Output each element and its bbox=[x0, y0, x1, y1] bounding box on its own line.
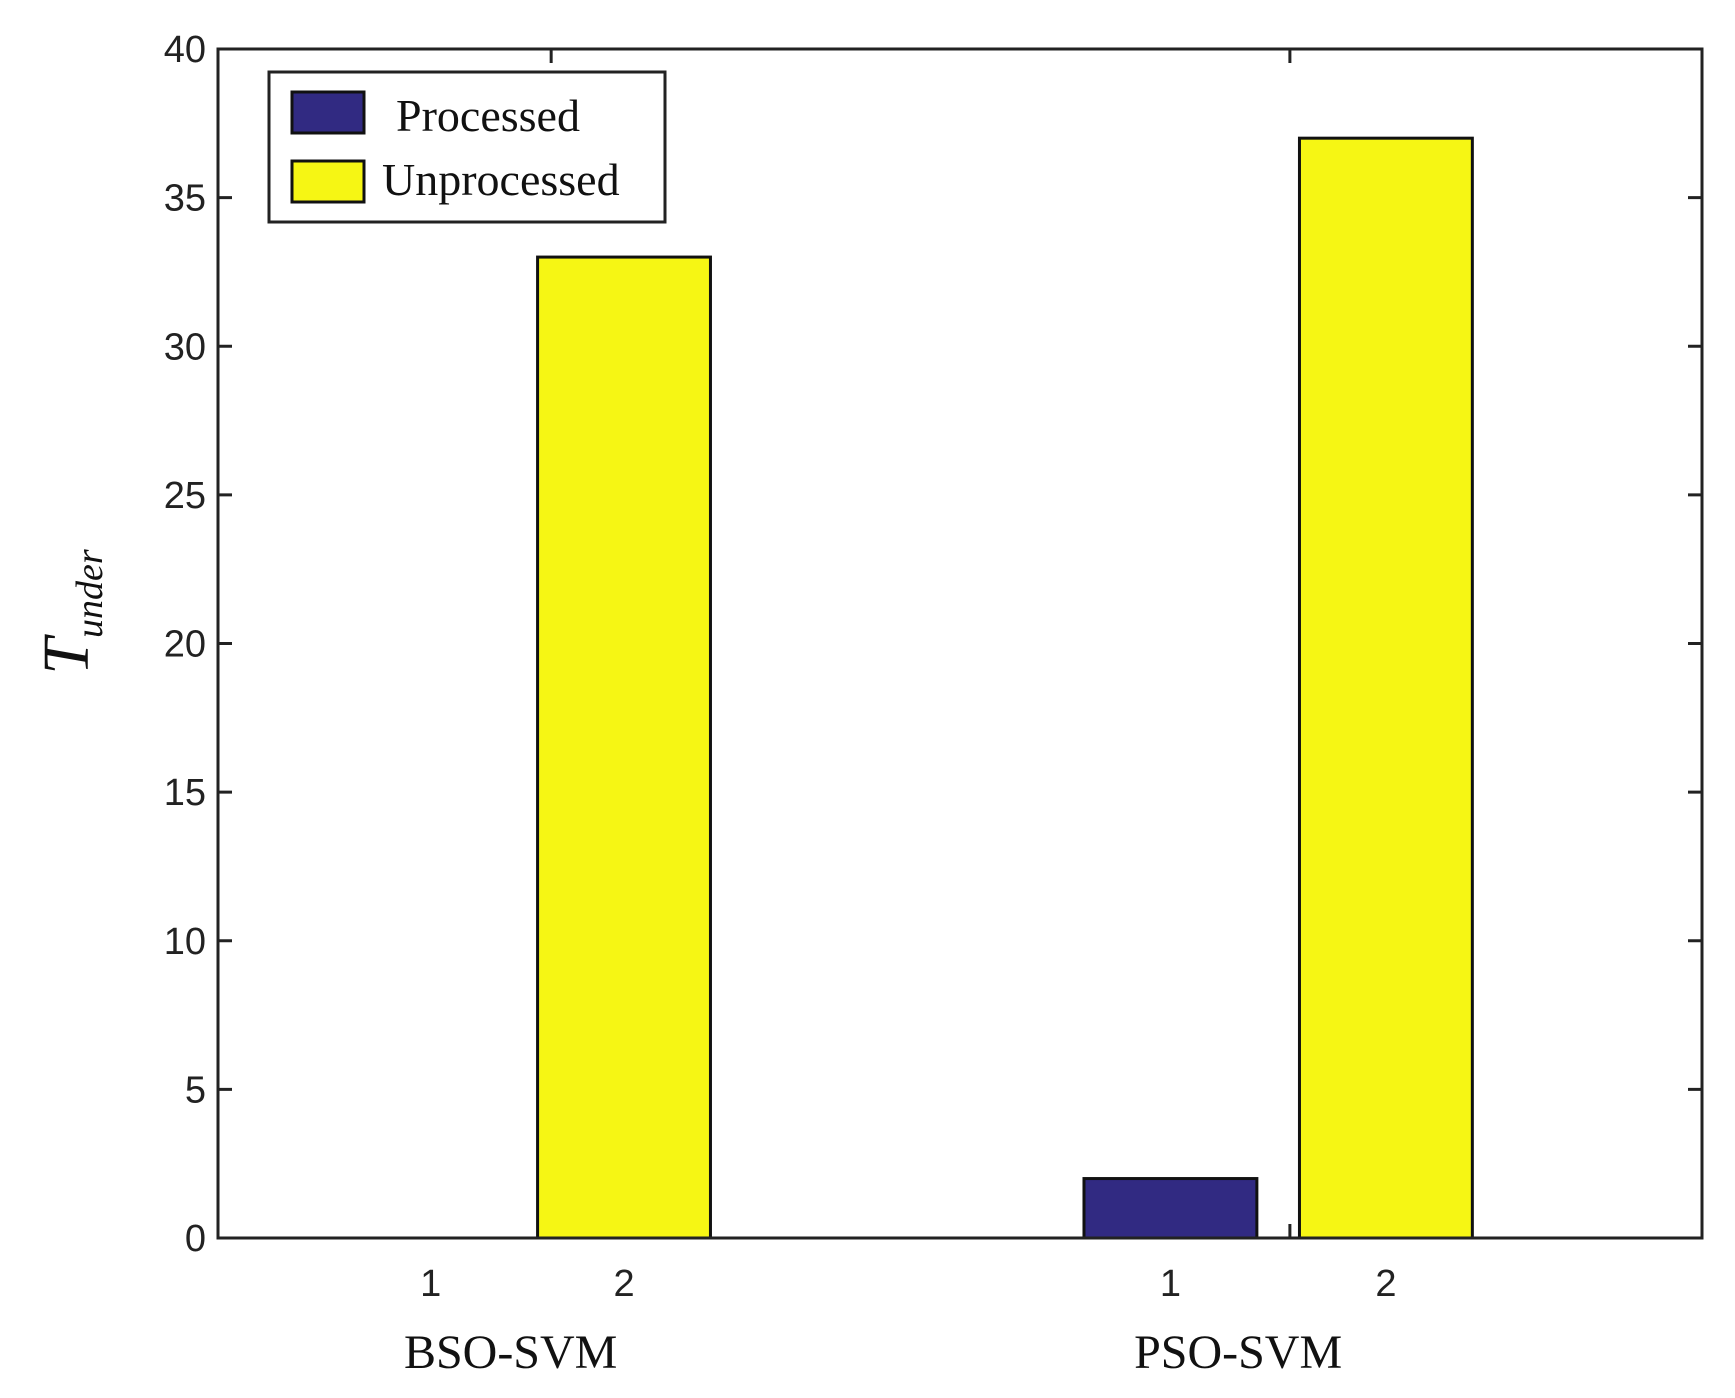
y-axis-label-main: T bbox=[30, 634, 103, 675]
x-tick-label: 1 bbox=[420, 1263, 441, 1305]
x-tick-label: 2 bbox=[613, 1263, 634, 1305]
y-tick-label: 30 bbox=[164, 326, 206, 368]
bar-pso-svm-unprocessed bbox=[1297, 136, 1474, 1240]
legend-swatch-processed bbox=[290, 90, 366, 135]
x-tick-label: 1 bbox=[1160, 1263, 1181, 1305]
group-label-pso-svm: PSO-SVM bbox=[1134, 1326, 1342, 1379]
y-tick-label: 35 bbox=[164, 178, 206, 220]
legend-label-processed: Processed bbox=[396, 90, 580, 141]
y-axis-label: Tunder bbox=[30, 549, 111, 675]
y-axis-label-subscript: under bbox=[69, 549, 111, 638]
y-tick-labels: 0 5 10 15 20 25 30 35 40 bbox=[164, 29, 206, 1260]
y-tick-label: 20 bbox=[164, 624, 206, 666]
bars bbox=[536, 136, 1474, 1240]
y-tick-label: 0 bbox=[185, 1218, 206, 1260]
y-tick-label: 5 bbox=[185, 1069, 206, 1111]
svg-text:Tunder: Tunder bbox=[30, 549, 111, 675]
y-tick-label: 40 bbox=[164, 29, 206, 71]
x-tick-labels: 1 2 BSO-SVM 1 2 PSO-SVM bbox=[404, 1263, 1397, 1379]
y-tick-label: 15 bbox=[164, 772, 206, 814]
legend-label-unprocessed: Unprocessed bbox=[382, 154, 620, 205]
group-label-bso-svm: BSO-SVM bbox=[404, 1326, 617, 1379]
plot-frame bbox=[216, 47, 1704, 1240]
legend-swatch-unprocessed bbox=[290, 159, 366, 204]
legend: Processed Unprocessed bbox=[267, 70, 667, 224]
bar-pso-svm-processed bbox=[1082, 1177, 1259, 1240]
y-tick-label: 10 bbox=[164, 921, 206, 963]
bar-bso-svm-unprocessed bbox=[536, 255, 712, 1240]
y-tick-label: 25 bbox=[164, 475, 206, 517]
x-tick-label: 2 bbox=[1375, 1263, 1396, 1305]
